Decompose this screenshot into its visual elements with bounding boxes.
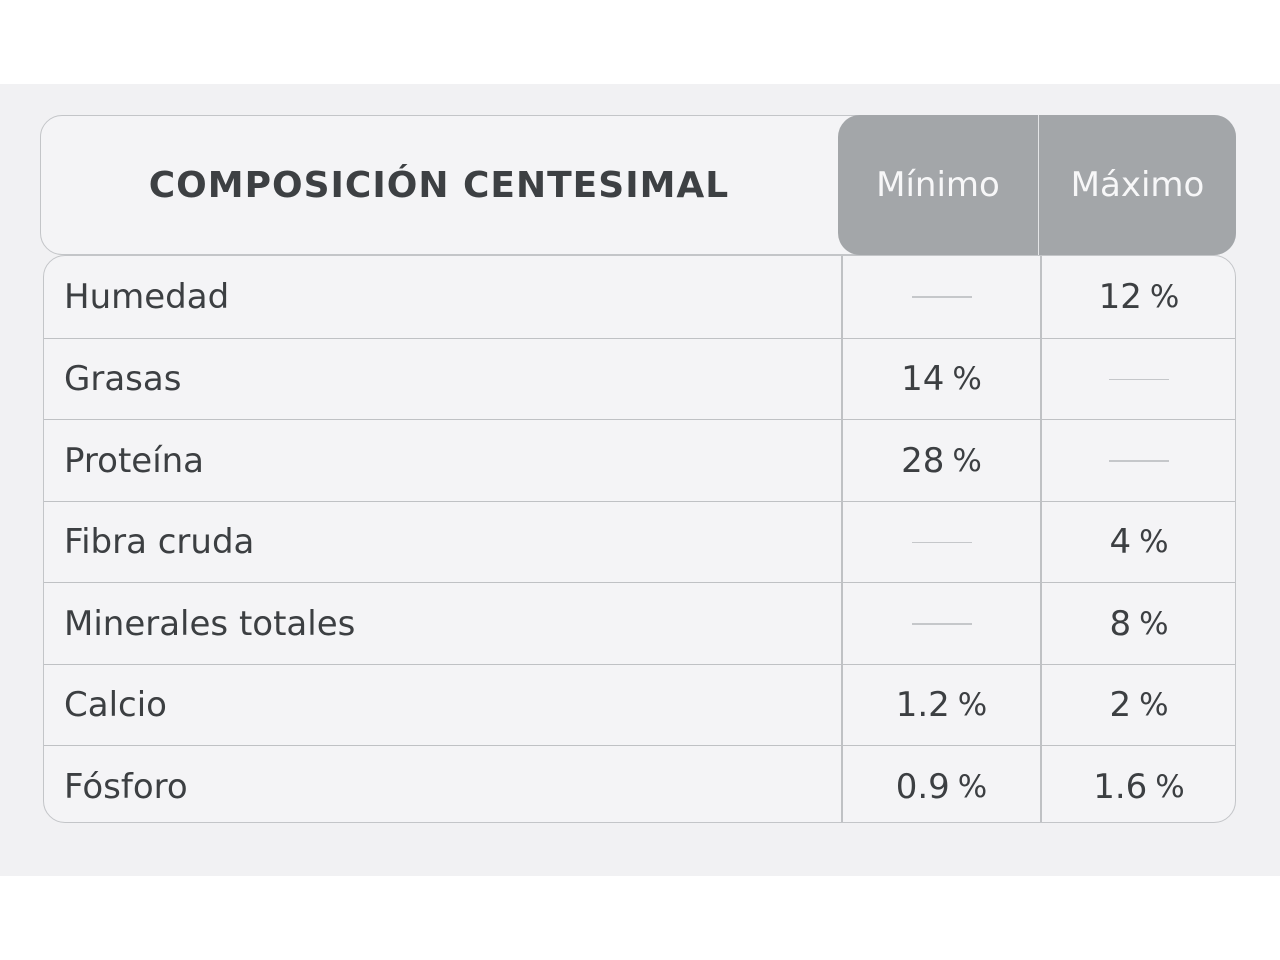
value-number: 1.2	[895, 685, 950, 726]
row-label: Humedad	[64, 276, 230, 317]
row-label: Fósforo	[64, 766, 188, 807]
value-number: 2	[1109, 685, 1132, 726]
min-value	[842, 583, 1041, 665]
min-value: 0.9%	[842, 746, 1041, 822]
table-row: Proteína 28%	[44, 419, 1235, 502]
value-number: 8	[1109, 603, 1132, 644]
min-value: 1.2%	[842, 665, 1041, 747]
percent-sign: %	[957, 768, 988, 805]
row-label: Proteína	[64, 440, 205, 481]
value-number: 0.9	[895, 766, 950, 807]
empty-dash	[1109, 378, 1169, 380]
percent-sign: %	[1139, 524, 1169, 561]
max-value: 1.6%	[1041, 746, 1235, 822]
row-label: Minerales totales	[64, 603, 356, 644]
percent-sign: %	[1155, 768, 1185, 805]
percent-sign: %	[952, 442, 982, 479]
empty-dash	[911, 541, 972, 543]
table-row: Calcio 1.2% 2%	[44, 663, 1235, 747]
percent-sign: %	[952, 361, 982, 398]
table-row: Grasas 14%	[44, 337, 1235, 421]
table-row: Fibra cruda 4%	[44, 500, 1235, 584]
value-number: 4	[1109, 522, 1132, 563]
empty-dash	[1109, 460, 1169, 462]
value-number: 28	[901, 440, 945, 481]
value-number: 1.6	[1093, 766, 1148, 807]
column-header-max: Máximo	[1070, 165, 1205, 205]
percent-sign: %	[957, 687, 988, 724]
max-value: 2%	[1041, 665, 1235, 747]
max-value: 4%	[1041, 502, 1235, 584]
min-value	[842, 256, 1041, 338]
max-value: 12%	[1041, 256, 1235, 338]
percent-sign: %	[1149, 278, 1180, 315]
column-divider-max	[1040, 256, 1042, 822]
value-number: 12	[1098, 276, 1142, 317]
row-label: Fibra cruda	[64, 522, 255, 563]
column-divider-min	[841, 256, 843, 822]
min-value: 28%	[842, 420, 1041, 502]
table-row: Minerales totales 8%	[44, 582, 1235, 665]
column-header-min: Mínimo	[838, 115, 1039, 255]
min-value: 14%	[842, 339, 1041, 421]
table-row: Humedad 12%	[44, 256, 1235, 338]
value-number: 14	[901, 359, 945, 400]
min-value	[842, 502, 1041, 584]
table-title: COMPOSICIÓN CENTESIMAL	[148, 164, 730, 206]
max-value: 8%	[1041, 583, 1235, 665]
percent-sign: %	[1139, 687, 1169, 724]
max-value	[1041, 339, 1235, 421]
percent-sign: %	[1139, 605, 1169, 642]
composition-table: Humedad 12% Grasas 14% Proteína 28% Fibra crud…	[43, 255, 1236, 823]
empty-dash	[911, 296, 972, 298]
table-row: Fósforo 0.9% 1.6%	[44, 745, 1235, 822]
row-label: Calcio	[64, 685, 167, 726]
empty-dash	[911, 623, 972, 625]
column-headers: Mínimo Máximo	[838, 115, 1236, 255]
max-value	[1041, 420, 1235, 502]
row-label: Grasas	[64, 359, 182, 400]
